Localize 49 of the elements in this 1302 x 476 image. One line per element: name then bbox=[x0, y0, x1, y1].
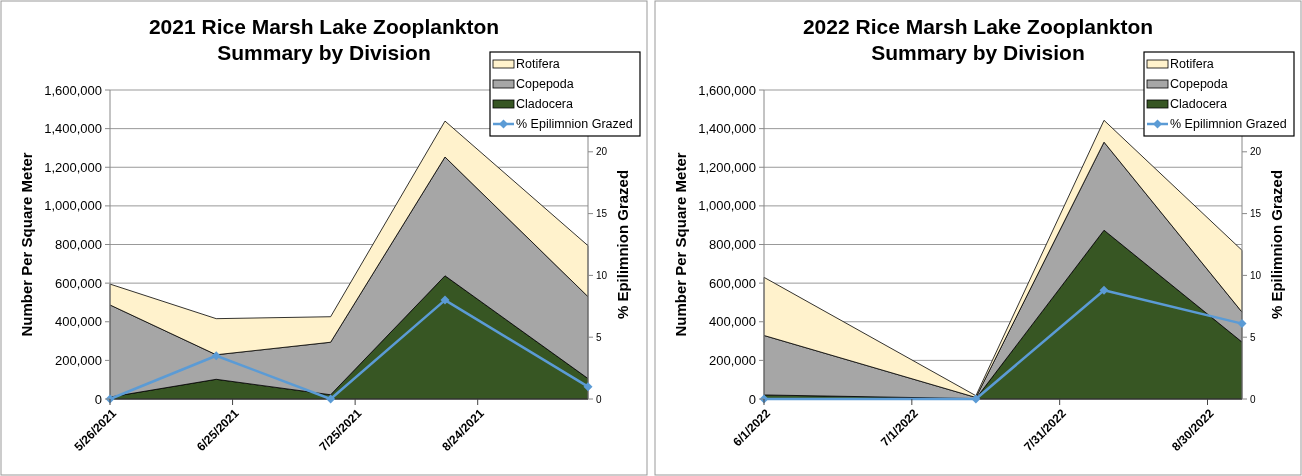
y2-tick-label: 20 bbox=[596, 146, 608, 158]
y-tick-label: 1,000,000 bbox=[698, 198, 756, 214]
y2-tick-label: 5 bbox=[1250, 331, 1256, 343]
y-tick-label: 600,000 bbox=[709, 275, 756, 291]
legend-label: % Epilimnion Grazed bbox=[516, 117, 633, 132]
y2-tick-label: 10 bbox=[596, 269, 608, 281]
y-tick-label: 0 bbox=[748, 391, 756, 407]
y-tick-label: 200,000 bbox=[55, 352, 102, 368]
point bbox=[326, 394, 336, 404]
y2-tick-label: 10 bbox=[1250, 269, 1262, 281]
y-tick-label: 1,600,000 bbox=[44, 82, 102, 98]
y2-tick-label: 5 bbox=[596, 331, 602, 343]
y2-tick-label: 15 bbox=[596, 208, 608, 220]
y2-tick-label: 15 bbox=[1250, 208, 1262, 220]
legend-label: Copepoda bbox=[1170, 77, 1228, 92]
point bbox=[1237, 319, 1247, 329]
point bbox=[583, 382, 593, 392]
y-tick-label: 1,200,000 bbox=[698, 159, 756, 175]
y2-tick-label: 0 bbox=[1250, 393, 1256, 405]
y-axis-title: Number Per Square Meter bbox=[18, 152, 35, 337]
y-tick-label: 1,600,000 bbox=[698, 82, 756, 98]
y2-tick-label: 20 bbox=[1250, 146, 1262, 158]
y-tick-label: 0 bbox=[94, 391, 102, 407]
legend-label: Cladocera bbox=[1170, 97, 1228, 112]
y-tick-label: 1,400,000 bbox=[698, 121, 756, 137]
point bbox=[1099, 285, 1109, 295]
y2-axis-title: % Epilimnion Grazed bbox=[614, 169, 631, 320]
y-tick-label: 200,000 bbox=[709, 352, 756, 368]
y-tick-label: 1,400,000 bbox=[44, 121, 102, 137]
point bbox=[211, 351, 221, 361]
y2-tick-label: 0 bbox=[596, 393, 602, 405]
legend-label: Copepoda bbox=[516, 77, 574, 92]
y-tick-label: 800,000 bbox=[55, 237, 102, 253]
legend-label: Cladocera bbox=[516, 97, 574, 112]
y-tick-label: 1,200,000 bbox=[44, 159, 102, 175]
legend-label: % Epilimnion Grazed bbox=[1170, 117, 1287, 132]
point bbox=[971, 394, 981, 404]
point bbox=[440, 295, 450, 305]
y-tick-label: 800,000 bbox=[709, 237, 756, 253]
legend-label: Rotifera bbox=[516, 57, 560, 72]
y2-axis-title: % Epilimnion Grazed bbox=[1268, 169, 1285, 320]
y-axis-title: Number Per Square Meter bbox=[672, 152, 689, 337]
y-tick-label: 400,000 bbox=[709, 314, 756, 330]
legend-label: Rotifera bbox=[1170, 57, 1214, 72]
chart-title: 2022 Rice Marsh Lake Zooplankton Summary by Division bbox=[802, 15, 1154, 64]
y-tick-label: 400,000 bbox=[55, 314, 102, 330]
y-tick-label: 1,000,000 bbox=[44, 198, 102, 214]
y-tick-label: 600,000 bbox=[55, 275, 102, 291]
chart-title: 2021 Rice Marsh Lake Zooplankton Summary by Division bbox=[148, 15, 500, 64]
